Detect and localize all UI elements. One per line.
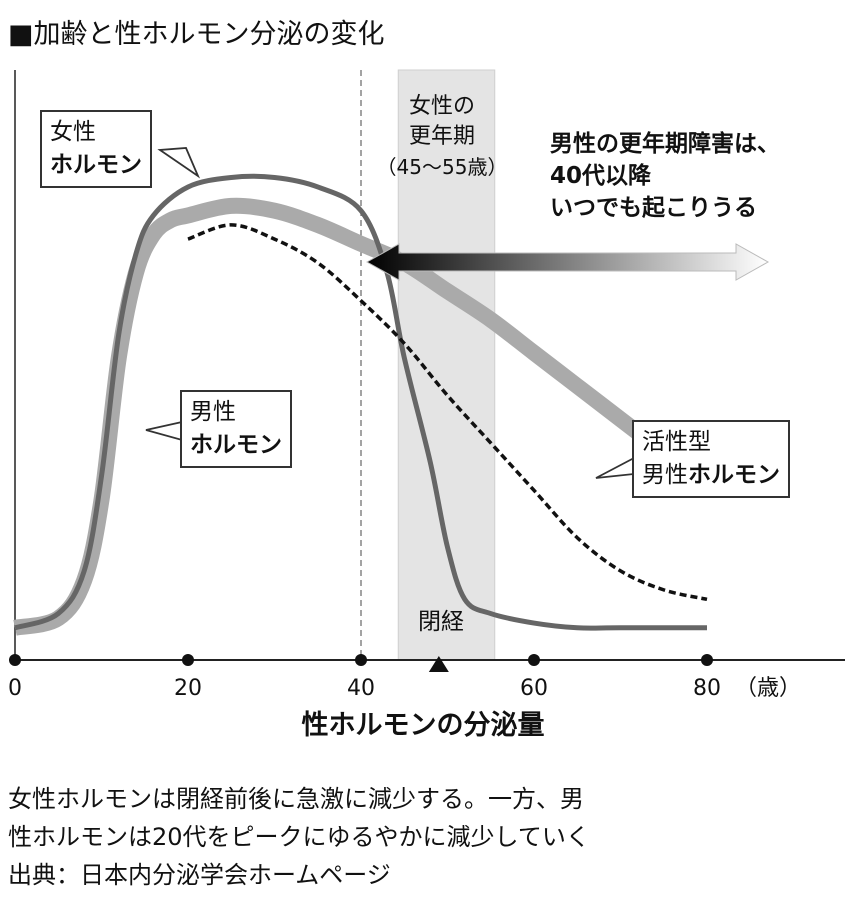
note-line-1: 男性の更年期障害は、 [550, 131, 780, 157]
menopause-marker [428, 656, 449, 672]
active-label-line-2a: 男性 [642, 462, 688, 488]
period-line-3: （45〜55歳） [376, 155, 508, 179]
female-label-line-2: ホルモン [50, 152, 142, 178]
active-label-line-1: 活性型 [642, 429, 711, 455]
x-tick-dot-60 [528, 654, 540, 666]
x-tick-label-60: 60 [520, 676, 548, 701]
female-hormone-line [14, 173, 707, 631]
menopause-label: 閉経 [418, 609, 464, 635]
x-tick-label-40: 40 [347, 676, 375, 701]
note-line-3: いつでも起こりうる [550, 195, 757, 221]
caption: 女性ホルモンは閉経前後に急激に減少する。一方、男 性ホルモンは20代をピークにゆ… [8, 780, 590, 894]
caption-line-3: 出典：日本内分泌学会ホームページ [8, 861, 391, 889]
active-male-hormone-line [187, 223, 708, 602]
active-callout-pointer [595, 456, 635, 479]
period-line-2: 更年期 [408, 124, 475, 149]
x-tick-dot-40 [355, 654, 367, 666]
x-tick-label-0: 0 [8, 676, 22, 701]
chart-title: ■加齢と性ホルモン分泌の変化 [8, 19, 385, 50]
male-hormone-line [13, 197, 712, 636]
x-tick-dot-80 [701, 654, 713, 666]
female-hormone-label: 女性 ホルモン [40, 110, 152, 188]
period-line-1: 女性の [408, 94, 475, 119]
caption-line-1: 女性ホルモンは閉経前後に急激に減少する。一方、男 [8, 785, 584, 813]
caption-line-2: 性ホルモンは20代をピークにゆるやかに減少していく [8, 823, 590, 851]
male-hormone-label: 男性 ホルモン [180, 390, 292, 468]
x-unit-label: （歳） [735, 676, 801, 701]
x-tick-dot-20 [182, 654, 194, 666]
active-hormone-label: 活性型 男性ホルモン [632, 420, 790, 498]
active-label-line-2b: ホルモン [688, 462, 780, 488]
x-tick-label-80: 80 [693, 676, 721, 701]
x-axis-title: 性ホルモンの分泌量 [301, 710, 545, 741]
x-tick-dot-0 [9, 654, 21, 666]
female-label-line-1: 女性 [50, 119, 96, 145]
double-arrow [365, 243, 770, 281]
note-line-2: 40代以降 [550, 163, 652, 189]
menopause-band [397, 69, 496, 661]
male-callout-pointer [145, 420, 183, 442]
male-menopause-note: 男性の更年期障害は、 40代以降 いつでも起こりうる [550, 128, 780, 224]
female-callout-pointer [157, 147, 201, 179]
hormone-chart: 0 20 40 60 80 （歳） [8, 69, 845, 701]
male-label-line-1: 男性 [190, 399, 236, 425]
x-tick-label-20: 20 [174, 676, 202, 701]
male-label-line-2: ホルモン [190, 432, 282, 458]
menopause-period-label: 女性の 更年期 （45〜55歳） [372, 92, 512, 182]
